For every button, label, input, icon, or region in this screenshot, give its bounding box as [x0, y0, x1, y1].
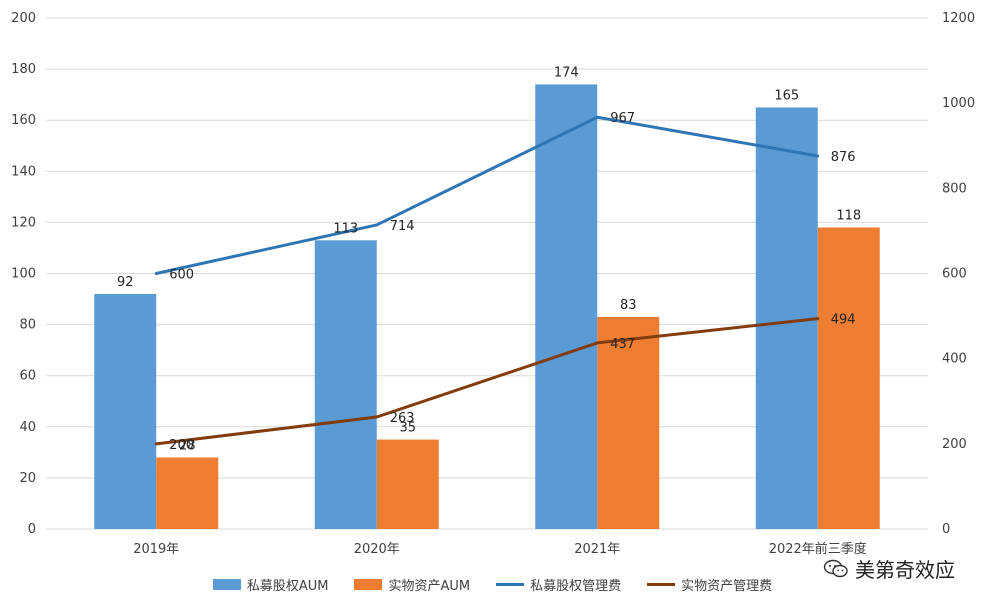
- bar: [156, 457, 219, 529]
- y-right-tick-label: 1200: [942, 11, 975, 26]
- legend-swatch: [354, 578, 383, 590]
- line-data-label: 494: [831, 313, 856, 328]
- bar: [597, 316, 660, 529]
- bar: [817, 227, 880, 529]
- y-left-tick-label: 60: [19, 369, 36, 384]
- x-tick-label: 2022年前三季度: [769, 541, 867, 557]
- watermark: 美第奇效应: [823, 554, 955, 583]
- legend-item: 实物资产AUM: [354, 575, 470, 594]
- bar-data-label: 83: [620, 298, 637, 313]
- legend-item: 私募股权AUM: [212, 575, 329, 594]
- line-data-label: 876: [831, 150, 856, 165]
- y-left-tick-label: 180: [11, 62, 36, 77]
- series-line: [154, 115, 820, 275]
- bar: [376, 439, 439, 529]
- y-right-tick-label: 0: [942, 522, 950, 537]
- y-left-tick-label: 80: [19, 318, 36, 333]
- legend-label: 私募股权AUM: [246, 578, 329, 594]
- bar-data-label: 113: [333, 221, 358, 236]
- y-right-tick-label: 200: [942, 437, 967, 452]
- line-data-label: 200: [169, 438, 194, 453]
- line-data-label: 437: [610, 337, 635, 352]
- bar-data-label: 174: [554, 65, 579, 80]
- bar: [94, 293, 157, 529]
- legend-label: 私募股权管理费: [530, 578, 622, 594]
- x-tick-label: 2021年: [574, 542, 620, 557]
- legend-swatch: [496, 582, 525, 586]
- y-left-tick-label: 120: [11, 215, 36, 230]
- y-right-tick-label: 400: [942, 352, 967, 367]
- y-left-tick-label: 40: [19, 420, 36, 435]
- wechat-icon: [823, 559, 848, 577]
- data-labels: 92 28 113 35 174 83 165 118 600 714 967 876 200 263 43…: [117, 65, 861, 453]
- y-right-tick-label: 600: [942, 267, 967, 282]
- legend-swatch: [212, 578, 241, 590]
- line-data-label: 967: [610, 111, 635, 126]
- x-tick-label: 2020年: [354, 542, 400, 557]
- y-left-tick-label: 160: [11, 113, 36, 128]
- legend: 私募股权AUM 实物资产AUM 私募股权管理费 实物资产管理费: [0, 571, 985, 597]
- bar-data-label: 165: [774, 88, 799, 103]
- x-tick-label: 2019年: [133, 542, 179, 557]
- bar: [755, 107, 818, 530]
- bar-data-label: 35: [399, 421, 416, 436]
- y-right-tick-label: 800: [942, 181, 967, 196]
- legend-swatch: [647, 582, 676, 586]
- bars: [94, 84, 880, 530]
- y-left-tick-label: 20: [19, 471, 36, 486]
- bar: [535, 84, 598, 530]
- y-right-tick-label: 1000: [942, 96, 975, 111]
- legend-item: 私募股权管理费: [496, 575, 621, 594]
- bar-data-label: 92: [117, 275, 134, 290]
- y-left-tick-label: 0: [28, 522, 36, 537]
- legend-label: 实物资产AUM: [388, 578, 471, 594]
- line-data-label: 714: [390, 219, 415, 234]
- bar-data-label: 28: [179, 438, 196, 453]
- y-left-tick-label: 200: [11, 11, 36, 26]
- line-data-label: 600: [169, 268, 194, 283]
- legend-item: 实物资产管理费: [647, 575, 772, 594]
- x-axis-ticks: 2019年 2020年 2021年 2022年前三季度: [133, 541, 867, 557]
- watermark-text: 美第奇效应: [855, 558, 955, 582]
- right-axis-ticks: 0 200 400 600 800 1000 1200: [942, 11, 975, 537]
- lines: [154, 115, 820, 446]
- legend-label: 实物资产管理费: [681, 578, 773, 594]
- y-left-tick-label: 140: [11, 164, 36, 179]
- bar-data-label: 118: [836, 209, 861, 224]
- bar: [314, 240, 377, 529]
- series-line: [154, 317, 820, 446]
- line-data-label: 263: [390, 411, 415, 426]
- left-axis-ticks: 0 20 40 60 80 100 120 140 160 180 200: [11, 11, 36, 537]
- y-left-tick-label: 100: [11, 267, 36, 282]
